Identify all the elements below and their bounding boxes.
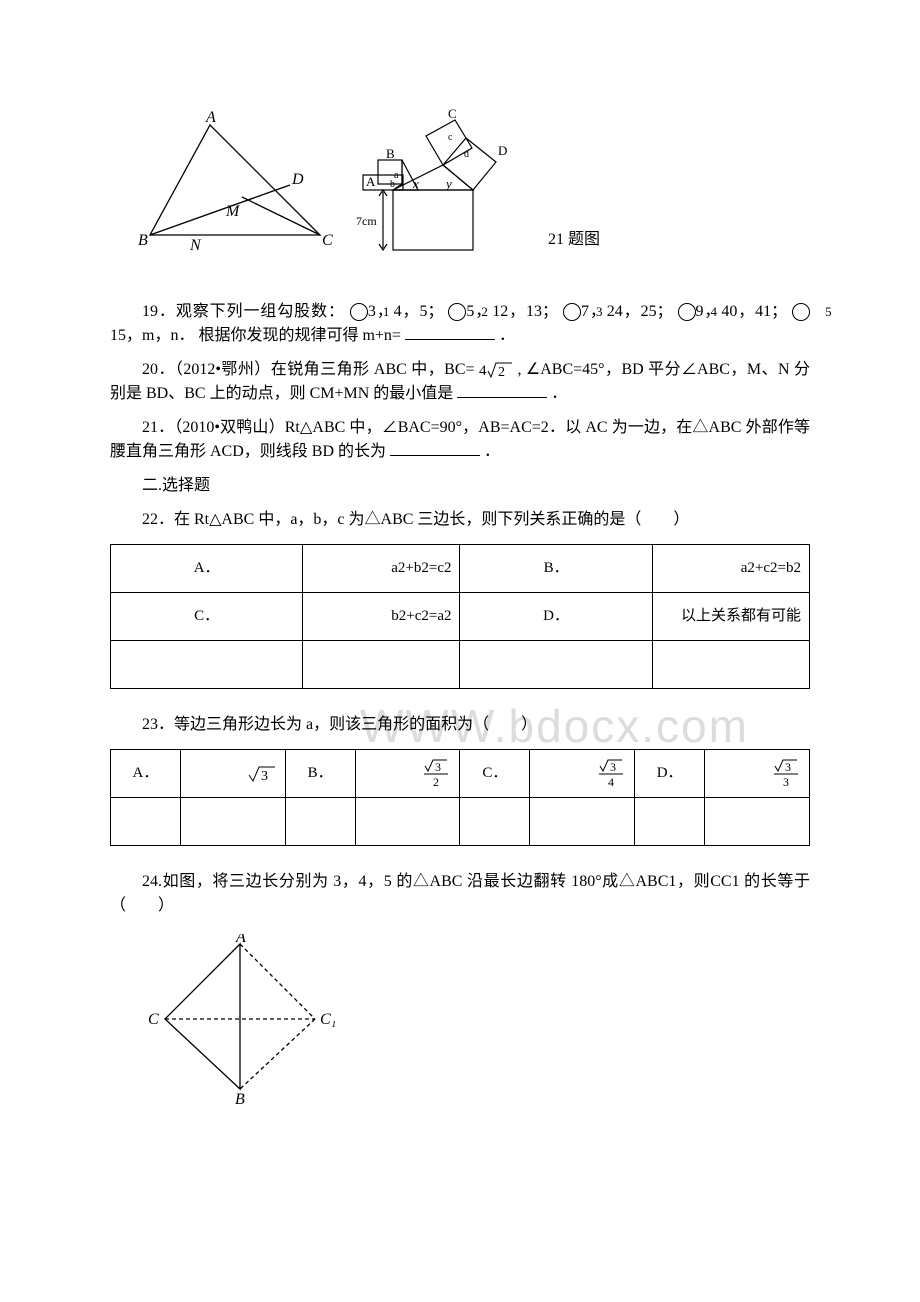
opt23-A: A． — [133, 765, 159, 781]
table-row: A． 3 B． 3 2 C． 3 4 D． — [111, 750, 810, 798]
label-A: A — [205, 110, 216, 126]
svg-text:3: 3 — [435, 760, 441, 774]
q22-stem: 22．在 Rt△ABC 中，a，b，c 为△ABC 三边长，则下列关系正确的是（… — [110, 508, 810, 532]
math-sqrt3-over-2: 3 2 — [421, 759, 451, 789]
table-row: A． a2+b2=c2 B． a2+c2=b2 — [111, 545, 810, 593]
svg-text:3: 3 — [261, 769, 268, 784]
table-row — [111, 641, 810, 689]
opt-A: A． — [194, 560, 220, 576]
f24-B: B — [235, 1091, 245, 1104]
blank-20 — [457, 384, 547, 398]
figure-row: A B C D M N — [130, 100, 810, 260]
math-4sqrt2: 4 2 — [479, 360, 513, 380]
q22-table: A． a2+b2=c2 B． a2+c2=b2 C． b2+c2=a2 D． 以… — [110, 544, 810, 689]
opt-D: D． — [543, 608, 569, 624]
q19: 19．观察下列一组勾股数： 13，4，5； 25，12，13； 37，24，25… — [110, 300, 810, 348]
svg-text:3: 3 — [783, 775, 789, 789]
math-sqrt3: 3 — [247, 764, 277, 784]
svg-text:4: 4 — [608, 775, 614, 789]
label-B: B — [138, 232, 148, 249]
sq-label-y: y — [444, 176, 452, 191]
q20: 20．（2012•鄂州）在锐角三角形 ABC 中，BC= 4 2 , ∠ABC=… — [110, 358, 810, 406]
svg-text:2: 2 — [433, 775, 439, 789]
sq-label-A: A — [366, 174, 376, 189]
circle-1: 1 — [350, 303, 368, 321]
f24-C1: C₁ — [320, 1011, 336, 1028]
f24-C: C — [148, 1011, 159, 1028]
blank-19 — [405, 326, 495, 340]
circle-2: 2 — [448, 303, 466, 321]
section-2: 二.选择题 — [110, 474, 810, 498]
figure-triangle-1: A B C D M N — [130, 110, 340, 260]
label-M: M — [225, 203, 241, 220]
circle-5: 5 — [792, 303, 810, 321]
opt23-C: C． — [482, 765, 507, 781]
opt-B-val: a2+c2=b2 — [741, 560, 801, 576]
sq-label-x: x — [412, 176, 419, 191]
q23-table: A． 3 B． 3 2 C． 3 4 D． — [110, 749, 810, 846]
q23-stem: 23．等边三角形边长为 a，则该三角形的面积为（ ） — [110, 713, 810, 737]
sq-label-B: B — [386, 146, 395, 161]
sq-label-b: b — [390, 179, 395, 190]
opt23-D: D． — [657, 765, 683, 781]
blank-21 — [390, 442, 480, 456]
figure-24: A B C C₁ — [140, 934, 810, 1112]
svg-text:2: 2 — [498, 365, 505, 380]
opt23-B: B． — [308, 765, 333, 781]
svg-text:3: 3 — [610, 760, 616, 774]
label-D: D — [291, 171, 304, 188]
figure-squares: A B C D a b c d x y 7cm — [348, 100, 528, 260]
q19-prefix: 19．观察下列一组勾股数： — [142, 303, 345, 320]
f24-A: A — [235, 934, 246, 946]
label-C: C — [322, 232, 333, 249]
opt-D-val: 以上关系都有可能 — [681, 608, 801, 624]
q21: 21．（2010•双鸭山）Rt△ABC 中，∠BAC=90°，AB=AC=2．以… — [110, 416, 810, 464]
circle-4: 4 — [678, 303, 696, 321]
caption-21: 21 题图 — [536, 228, 600, 260]
opt-B: B． — [544, 560, 569, 576]
opt-C-val: b2+c2=a2 — [391, 608, 451, 624]
sq-label-C: C — [448, 106, 457, 121]
circle-3: 3 — [563, 303, 581, 321]
sq-label-D: D — [498, 143, 507, 158]
table-row: C． b2+c2=a2 D． 以上关系都有可能 — [111, 593, 810, 641]
sq-label-d: d — [464, 149, 469, 160]
opt-A-val: a2+b2=c2 — [391, 560, 451, 576]
q24-stem: 24.如图，将三边长分别为 3，4，5 的△ABC 沿最长边翻转 180°成△A… — [110, 870, 810, 918]
math-sqrt3-over-3: 3 3 — [771, 759, 801, 789]
opt-C: C． — [194, 608, 219, 624]
svg-text:3: 3 — [785, 760, 791, 774]
sq-label-c: c — [448, 132, 453, 143]
table-row — [111, 798, 810, 846]
sq-label-7cm: 7cm — [356, 214, 377, 228]
math-sqrt3-over-4: 3 4 — [596, 759, 626, 789]
svg-text:4: 4 — [479, 363, 487, 379]
label-N: N — [189, 237, 202, 254]
